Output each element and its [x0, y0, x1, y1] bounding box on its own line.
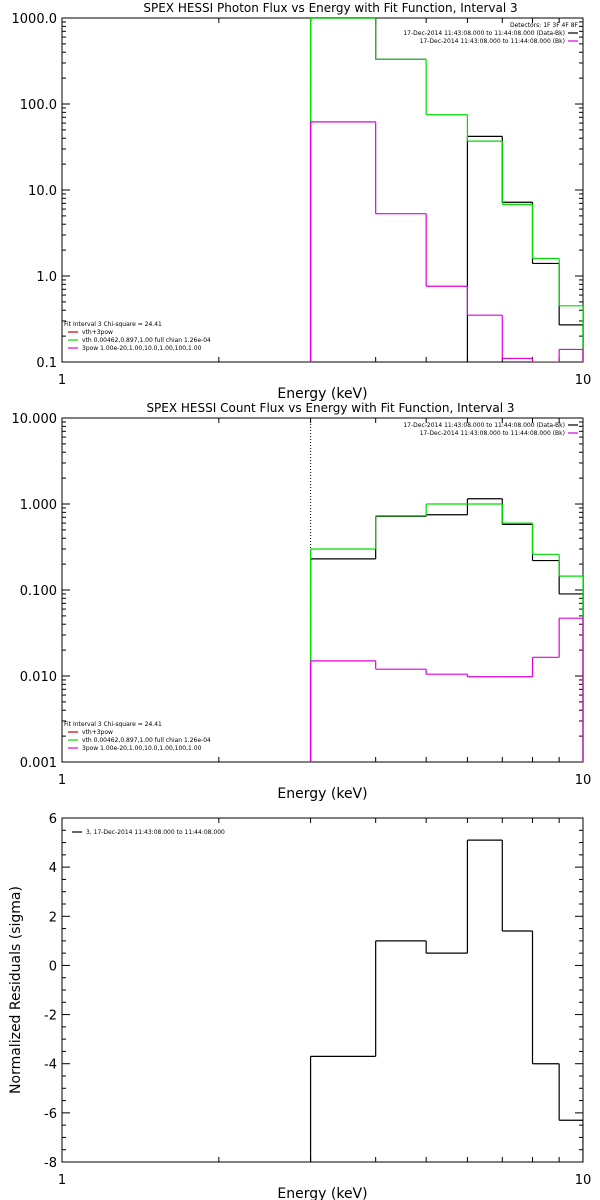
y-tick-label: -2: [44, 1009, 57, 1024]
fit-legend-entry: 3pow 1.00e-20,1.00,10.0,1.00,100,1.00: [82, 745, 202, 752]
fit-legend-entry: vth+3pow: [82, 729, 113, 736]
y-tick-label: 0.001: [20, 756, 57, 771]
y-tick-label: 0: [49, 959, 57, 974]
y-tick-label: 0.010: [20, 670, 57, 685]
series-group: [309, 18, 583, 362]
y-tick-label: 1000.0: [12, 12, 58, 27]
x-axis-label: Energy (keV): [277, 786, 367, 802]
panel-3: 6 4 2 0 -2 -4 -6 -81 10 Energy (keV) Normalized Re…: [8, 812, 591, 1200]
chart-title: SPEX HESSI Count Flux vs Energy with Fit…: [146, 401, 514, 415]
series-group: [309, 839, 583, 1162]
x-tick-label: 10: [575, 1173, 592, 1188]
fit-legend-header: Fit Interval 3 Chi-square = 24.41: [64, 721, 162, 728]
legend-entry: 17-Dec-2014 11:43:08.000 to 11:44:08.000…: [403, 422, 565, 429]
x-tick-label: 10: [575, 773, 592, 788]
y-tick-label: 10.000: [12, 412, 58, 427]
fit-legend-entry: 3, 17-Dec-2014 11:43:08.000 to 11:44:08.…: [86, 829, 225, 836]
y-tick-label: 1.0: [36, 270, 57, 285]
legend-entry: 17-Dec-2014 11:43:08.000 to 11:44:08.000…: [420, 430, 565, 437]
plot-frame: [61, 417, 584, 763]
y-tick-label: 0.100: [20, 584, 57, 599]
chart-title: SPEX HESSI Photon Flux vs Energy with Fi…: [143, 1, 517, 15]
fit-legend-header: Fit Interval 3 Chi-square = 24.41: [64, 321, 162, 328]
y-tick-label: -8: [44, 1156, 57, 1171]
y-tick-label: 1.000: [20, 498, 57, 513]
y-tick-label: -4: [44, 1058, 57, 1073]
x-tick-label: 1: [58, 1173, 66, 1188]
legend-entry: 17-Dec-2014 11:43:08.000 to 11:44:08.000…: [403, 30, 565, 37]
plot-frame: [61, 17, 584, 363]
fit-legend-entry: vth 0.00462,0.897,1.00 full chian 1.26e-…: [82, 737, 211, 744]
panel-1: 1000.0 100.0 10.0 1.0 0.11 10 Energy (keV) SPEX…: [12, 1, 592, 402]
x-axis-label: Energy (keV): [277, 386, 367, 402]
x-tick-label: 1: [58, 773, 66, 788]
x-tick-label: 10: [575, 373, 592, 388]
fit-legend-entry: vth+3pow: [82, 329, 113, 336]
y-tick-label: 4: [49, 861, 57, 876]
plot-frame: [61, 817, 584, 1163]
y-tick-label: 2: [49, 910, 57, 925]
legend-header: Detectors: 1F 3F 4F 8F: [510, 22, 579, 29]
y-tick-label: 0.1: [36, 356, 57, 371]
y-tick-label: 100.0: [20, 98, 57, 113]
legend-entry: 17-Dec-2014 11:43:08.000 to 11:44:08.000…: [420, 38, 565, 45]
y-axis-label: Normalized Residuals (sigma): [8, 886, 24, 1094]
y-tick-label: -6: [44, 1107, 57, 1122]
fit-legend-entry: 3pow 1.00e-20,1.00,10.0,1.00,100,1.00: [82, 345, 202, 352]
y-tick-label: 6: [49, 812, 57, 827]
series-group: [309, 498, 583, 762]
y-tick-label: 10.0: [28, 184, 57, 199]
x-axis-label: Energy (keV): [277, 1186, 367, 1200]
fit-legend-entry: vth 0.00462,0.897,1.00 full chian 1.26e-…: [82, 337, 211, 344]
x-tick-label: 1: [58, 373, 66, 388]
